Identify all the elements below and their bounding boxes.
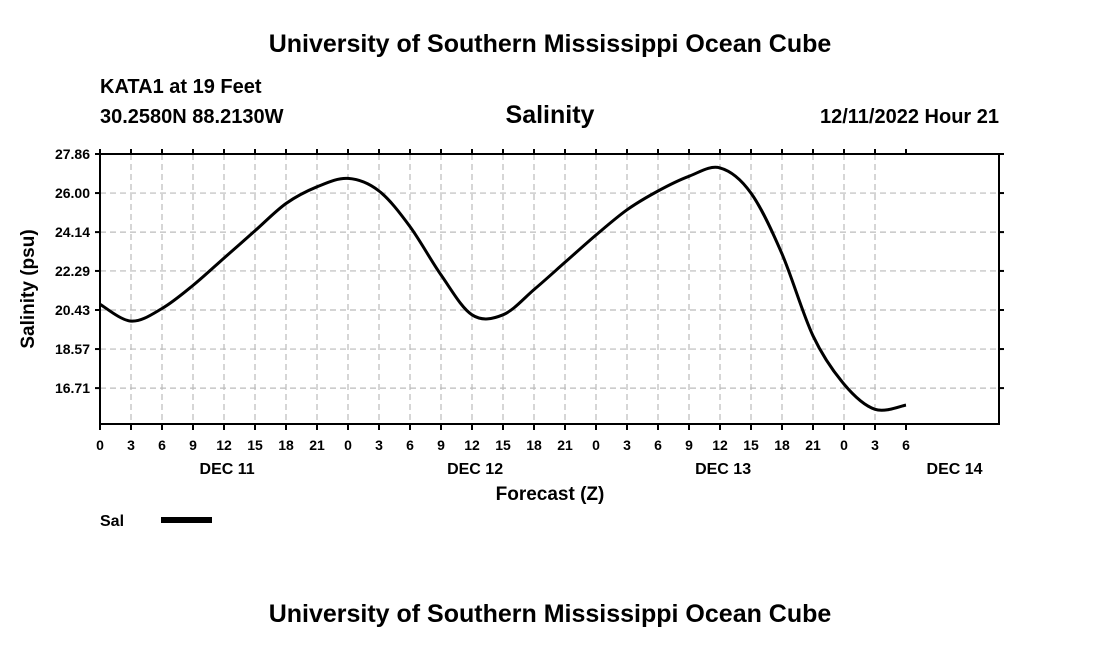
x-tick-label: 15 bbox=[743, 437, 759, 453]
x-tick-label: 9 bbox=[437, 437, 445, 453]
x-tick-label: 12 bbox=[216, 437, 232, 453]
x-tick-label: 12 bbox=[464, 437, 480, 453]
day-label: DEC 12 bbox=[447, 461, 503, 478]
x-tick-label: 3 bbox=[127, 437, 135, 453]
x-tick-label: 6 bbox=[406, 437, 414, 453]
x-axis-title: Forecast (Z) bbox=[496, 484, 605, 505]
page-title: University of Southern Mississippi Ocean… bbox=[268, 30, 832, 58]
x-tick-label: 0 bbox=[840, 437, 848, 453]
x-tick-label: 18 bbox=[278, 437, 294, 453]
x-tick-labels: 0 3 6 9 12 15 18 21 0 3 6 9 12 15 18 21 0 3 6 9 12 15 18 21 0 3 6 bbox=[96, 437, 910, 453]
y-tick-label: 27.86 bbox=[55, 146, 90, 162]
y-tick-label: 20.43 bbox=[55, 302, 90, 318]
day-label: DEC 14 bbox=[927, 461, 983, 478]
x-tick-label: 21 bbox=[805, 437, 821, 453]
legend-label: Sal bbox=[100, 513, 124, 530]
x-tick-label: 6 bbox=[902, 437, 910, 453]
y-tick-label: 18.57 bbox=[55, 341, 90, 357]
footer-title: University of Southern Mississippi Ocean… bbox=[268, 600, 832, 628]
x-tick-label: 3 bbox=[375, 437, 383, 453]
x-tick-label: 3 bbox=[623, 437, 631, 453]
series-line-sal bbox=[99, 165, 907, 412]
x-tick-label: 15 bbox=[495, 437, 511, 453]
x-tick-label: 15 bbox=[247, 437, 263, 453]
x-tick-label: 21 bbox=[309, 437, 325, 453]
chart-title: Salinity bbox=[505, 101, 595, 129]
forecast-datetime: 12/11/2022 Hour 21 bbox=[819, 106, 999, 128]
x-tick-label: 0 bbox=[344, 437, 352, 453]
x-tick-label: 18 bbox=[526, 437, 542, 453]
y-tick-label: 24.14 bbox=[55, 224, 90, 240]
y-axis-title: Salinity (psu) bbox=[18, 229, 39, 348]
x-tick-label: 21 bbox=[557, 437, 573, 453]
station-coordinates: 30.2580N 88.2130W bbox=[100, 106, 284, 128]
x-tick-label: 0 bbox=[96, 437, 104, 453]
x-tick-label: 9 bbox=[189, 437, 197, 453]
x-tick-label: 12 bbox=[712, 437, 728, 453]
y-tick-labels: 27.86 26.00 24.14 22.29 20.43 18.57 16.71 bbox=[55, 146, 90, 396]
plot-frame bbox=[99, 153, 1000, 425]
station-label: KATA1 at 19 Feet bbox=[100, 76, 262, 98]
grid bbox=[100, 154, 999, 424]
x-tick-label: 9 bbox=[685, 437, 693, 453]
day-label: DEC 13 bbox=[695, 461, 751, 478]
y-tick-label: 16.71 bbox=[55, 380, 90, 396]
x-tick-label: 6 bbox=[654, 437, 662, 453]
day-labels: DEC 11 DEC 12 DEC 13 DEC 14 bbox=[200, 461, 983, 478]
legend: Sal bbox=[100, 513, 212, 530]
day-label: DEC 11 bbox=[200, 461, 255, 478]
x-tick-label: 6 bbox=[158, 437, 166, 453]
x-tick-label: 18 bbox=[774, 437, 790, 453]
y-tick-label: 26.00 bbox=[55, 185, 90, 201]
series-layer bbox=[99, 165, 907, 412]
y-tick-label: 22.29 bbox=[55, 263, 90, 279]
x-tick-label: 0 bbox=[592, 437, 600, 453]
x-tick-label: 3 bbox=[871, 437, 879, 453]
